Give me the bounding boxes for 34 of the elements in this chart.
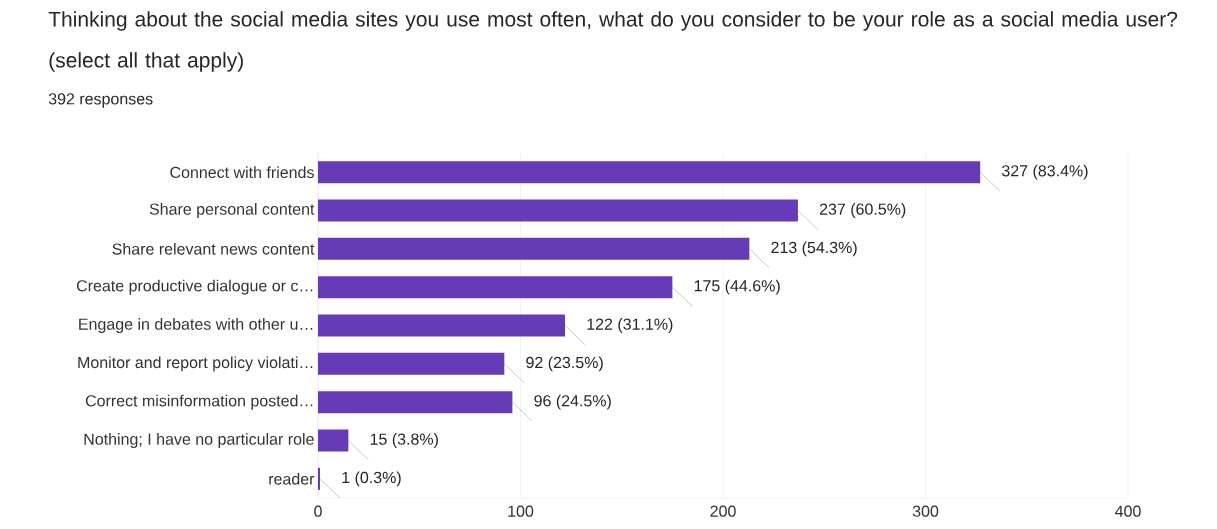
- bar: [318, 276, 673, 299]
- y-tick-label: Create productive dialogue or c…: [76, 279, 313, 295]
- data-label: 15 (3.8%): [370, 433, 438, 448]
- y-tick-label: Correct misinformation posted…: [85, 394, 313, 410]
- data-label: 122 (31.1%): [587, 318, 673, 333]
- data-label: 175 (44.6%): [694, 279, 780, 295]
- data-label: 92 (23.5%): [526, 356, 603, 372]
- data-label: 1 (0.3%): [342, 471, 401, 487]
- x-tick-label: 200: [710, 505, 736, 517]
- text: 392 responses: [48, 93, 153, 108]
- y-tick-label: Share relevant news content: [112, 242, 315, 255]
- bar: [318, 352, 505, 375]
- x-tick-label: 300: [912, 505, 939, 517]
- y-tick-label: Connect with friends: [170, 166, 314, 179]
- bar: [318, 391, 513, 414]
- y-tick-label: Monitor and report policy violati…: [78, 356, 313, 372]
- y-tick-label: reader: [269, 472, 315, 485]
- x-tick-label: 0: [314, 505, 322, 517]
- y-tick-label: Engage in debates with other u…: [79, 318, 313, 333]
- bar: [318, 467, 321, 490]
- x-tick-label: 400: [1115, 505, 1141, 517]
- data-label: 213 (54.3%): [771, 241, 857, 257]
- bar: [318, 429, 349, 452]
- data-label: 96 (24.5%): [534, 394, 611, 410]
- chart-title: Thinking about the social media sites you use most often, what do you consider to be your role as a social media user? (select all that apply): [48, 11, 1178, 72]
- bar: [318, 237, 750, 260]
- bar: [318, 314, 566, 337]
- y-tick-label: Nothing; I have no particular role: [84, 433, 314, 448]
- data-label: 237 (60.5%): [819, 203, 906, 218]
- y-tick-label: Share personal content: [149, 203, 315, 218]
- bar: [318, 161, 981, 184]
- data-label: 327 (83.4%): [1001, 164, 1088, 180]
- bar: [318, 199, 798, 222]
- x-tick-label: 100: [508, 505, 534, 517]
